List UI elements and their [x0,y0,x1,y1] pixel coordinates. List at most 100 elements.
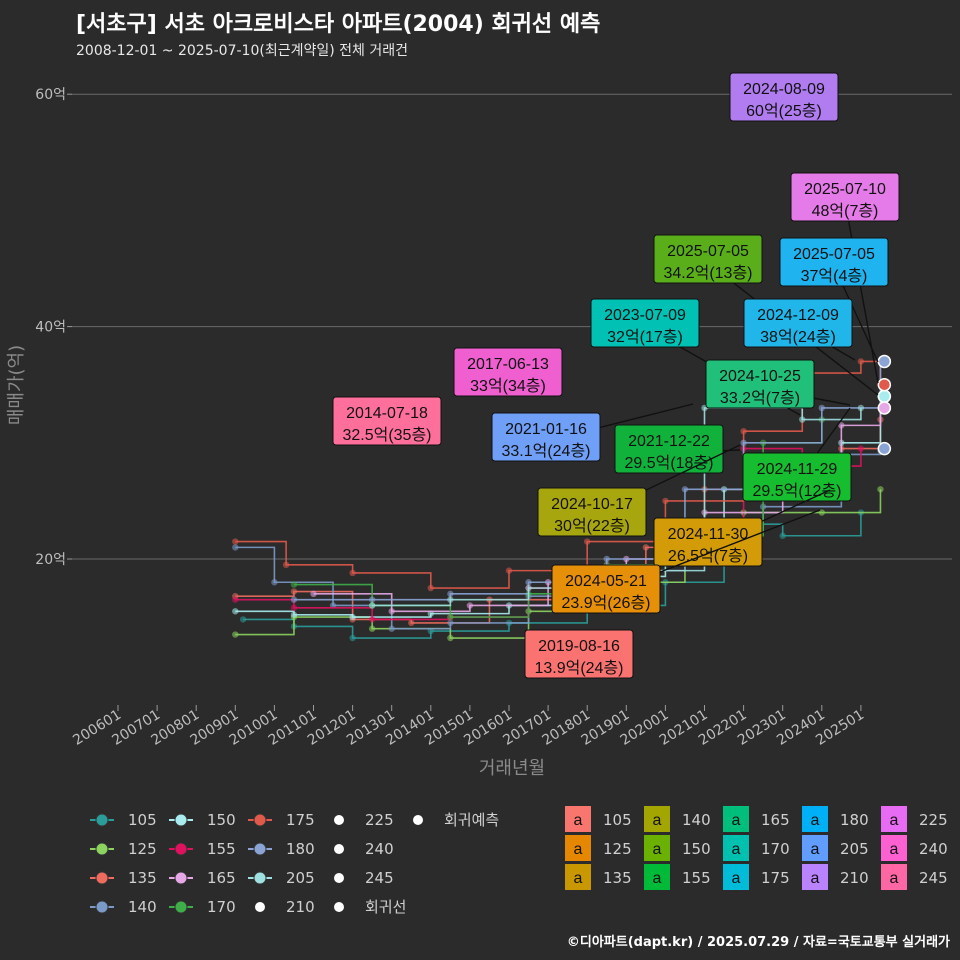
data-point-135 [408,619,415,627]
data-point-140 [388,625,395,632]
annotation-box [790,172,900,222]
data-point-175 [505,567,513,574]
legend-label-text: 165 [761,811,790,829]
annotation-date: 2024-10-17 [551,496,633,513]
data-point-125 [877,486,884,493]
annotation-date: 2024-05-21 [565,573,647,590]
legend-label-item: a 225 [881,806,948,832]
data-point-125 [232,631,239,638]
prediction-marker-165 [877,401,892,415]
legend-label-swatch [802,806,828,832]
legend-label-glyph: a [811,812,820,829]
legend-dot [255,902,265,912]
annotation-label: 2024-10-25 33.2억(7층) [705,359,815,409]
data-point-165 [310,590,317,598]
legend-label-swatch [723,864,749,890]
legend-dot [95,900,109,914]
data-point-165 [388,608,395,615]
legend-label-glyph: a [732,812,741,829]
annotation-value: 23.9억(26층) [561,594,650,612]
data-point-140 [447,619,454,627]
annotation-box [453,347,563,397]
legend-label-glyph: a [574,870,583,887]
legend-dot [334,844,344,854]
legend-label-text: 170 [761,840,790,858]
annotation-value: 30억(22층) [554,517,630,535]
legend-dot [174,900,188,914]
legend-label-glyph: a [811,870,820,887]
legend-label-glyph: a [811,841,820,858]
data-point-140 [232,544,239,551]
annotation-label: 2021-12-22 29.5억(18층) [614,424,724,474]
legend-line-label: 225 [365,811,394,829]
annotation-box [614,424,724,474]
annotation-box [590,298,700,348]
legend-dot [253,871,267,885]
legend-line-item: 105 [90,811,157,829]
legend-label-glyph: a [890,812,899,829]
legend-label-glyph: a [574,812,583,829]
data-point-135 [290,588,298,595]
annotation-connector [844,200,879,384]
legend-line-item: 125 [90,840,157,858]
annotation-value: 32.5억(35층) [342,426,431,444]
data-point-135 [642,544,650,551]
annotation-label: 2025-07-10 48억(7층) [790,172,900,222]
data-point-165 [466,602,474,609]
credit-text: ©디아파트(dapt.kr) / 2025.07.29 / 자료=국토교통부 실… [566,935,950,950]
annotation-value: 37억(4층) [801,267,868,285]
legend-dot [174,813,188,827]
data-point-205 [447,596,454,603]
data-point-105 [349,634,356,642]
legend-label-item: a 240 [881,835,948,861]
annotation-value: 33.2억(7층) [720,389,800,407]
legend-label-item: a 175 [723,864,790,890]
legend-label-text: 240 [919,840,948,858]
annotation-label: 2025-07-05 37억(4층) [779,237,889,287]
annotation-date: 2024-08-09 [743,81,825,98]
annotation-date: 2024-11-30 [668,526,749,543]
annotation-box [705,359,815,409]
annotation-value: 32억(17층) [607,328,683,346]
annotation-date: 2021-01-16 [505,421,587,438]
legend-line-label: 165 [207,869,236,887]
legend-dot [253,813,267,827]
legend-line-item: 225 [334,811,394,829]
legend-dot [334,873,344,883]
annotation-value: 29.5억(18층) [624,454,713,472]
data-point-155 [857,445,865,452]
legend-label-item: a 245 [881,864,948,890]
legend-label-text: 140 [682,811,711,829]
legend-label-item: a 105 [565,806,632,832]
annotation-box [779,237,889,287]
legend-label-swatch [644,806,670,832]
legend-label-swatch [802,835,828,861]
prediction-marker-175 [877,377,892,392]
data-point-150 [349,613,356,621]
data-point-170 [447,613,454,621]
annotation-box [537,487,647,537]
legend-line-label: 155 [207,840,236,858]
legend-label-item: a 165 [723,806,790,832]
data-point-155 [290,604,298,612]
data-point-170 [290,581,298,588]
annotation-box [743,298,853,348]
annotation-value: 38억(24층) [760,328,836,346]
annotation-value: 60억(25층) [746,102,822,120]
data-point-205 [857,404,865,412]
legend-line-item: 회귀예측 [413,811,499,829]
legend-label-item: a 170 [723,835,790,861]
legend-line-item: 180 [248,840,315,858]
y-tick-label: 60억 [35,87,66,103]
legend-label-swatch [881,864,907,890]
annotation-date: 2025-07-10 [804,181,886,198]
annotation-value: 34.2억(13층) [663,264,752,282]
annotation-date: 2024-12-09 [757,307,839,324]
legend-label-text: 180 [840,811,869,829]
legend-label-glyph: a [732,870,741,887]
legend-label-glyph: a [574,841,583,858]
legend-line-label: 175 [286,811,315,829]
annotation-date: 2014-07-18 [346,405,428,422]
legend-line-item: 175 [248,811,315,829]
